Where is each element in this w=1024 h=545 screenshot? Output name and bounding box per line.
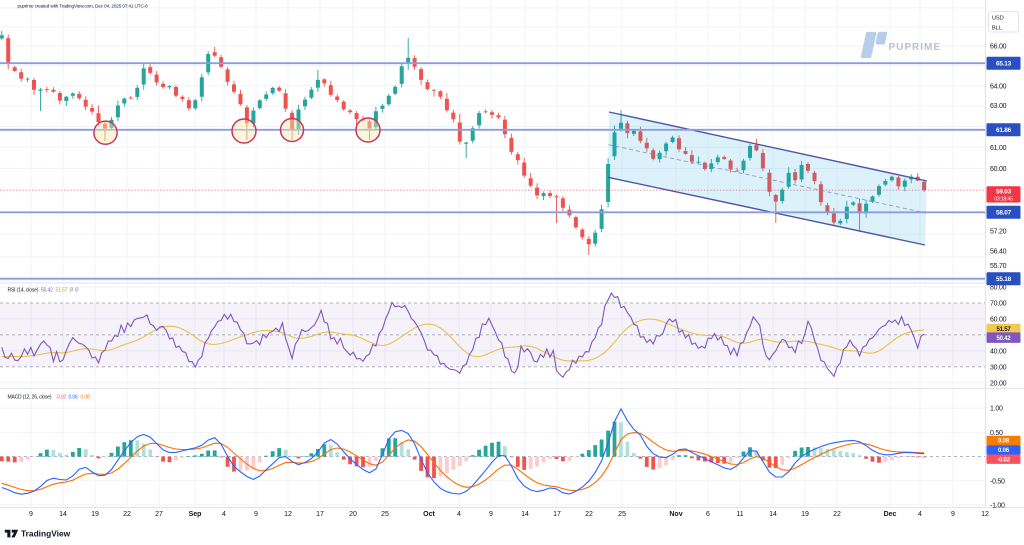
- svg-text:61.00: 61.00: [990, 145, 1007, 152]
- svg-text:56.40: 56.40: [990, 249, 1007, 256]
- svg-text:0.06: 0.06: [69, 395, 79, 401]
- svg-text:USD: USD: [992, 16, 1004, 22]
- svg-text:PUPRIME: PUPRIME: [889, 42, 942, 53]
- svg-text:66.00: 66.00: [990, 44, 1007, 51]
- svg-text:puprime created with TradingVi: puprime created with TradingView.com, De…: [18, 4, 149, 9]
- svg-text:58.07: 58.07: [996, 210, 1012, 217]
- svg-text:60.00: 60.00: [990, 166, 1007, 173]
- svg-text:4: 4: [457, 511, 461, 518]
- svg-text:22: 22: [833, 511, 841, 518]
- svg-text:03:18:45: 03:18:45: [994, 196, 1013, 202]
- svg-text:-0.02: -0.02: [997, 457, 1011, 463]
- svg-text:55.70: 55.70: [990, 263, 1007, 270]
- svg-text:Sep: Sep: [189, 511, 202, 518]
- svg-text:61.86: 61.86: [996, 127, 1012, 134]
- svg-text:25: 25: [618, 511, 626, 518]
- svg-text:MACD (12, 26, close): MACD (12, 26, close): [8, 395, 52, 401]
- svg-text:51.57: 51.57: [56, 287, 68, 293]
- svg-text:Dec: Dec: [884, 511, 897, 518]
- svg-text:12: 12: [981, 511, 989, 518]
- svg-text:20: 20: [349, 511, 357, 518]
- svg-text:4: 4: [918, 511, 922, 518]
- svg-text:60.00: 60.00: [990, 316, 1007, 323]
- svg-text:40.00: 40.00: [990, 348, 1007, 355]
- svg-text:Nov: Nov: [669, 511, 682, 518]
- svg-text:0.06: 0.06: [998, 448, 1010, 454]
- svg-text:-0.50: -0.50: [990, 478, 1005, 485]
- svg-text:Ø Ø: Ø Ø: [70, 287, 79, 293]
- svg-text:63.00: 63.00: [990, 103, 1007, 110]
- svg-text:51.57: 51.57: [996, 327, 1011, 333]
- svg-text:17: 17: [553, 511, 561, 518]
- svg-text:70.00: 70.00: [990, 301, 1007, 308]
- svg-text:25: 25: [381, 511, 389, 518]
- svg-text:14: 14: [769, 511, 777, 518]
- svg-text:0.08: 0.08: [998, 439, 1010, 445]
- svg-text:-1.00: -1.00: [990, 503, 1005, 510]
- svg-text:6: 6: [706, 511, 710, 518]
- svg-text:59.03: 59.03: [996, 188, 1012, 195]
- svg-text:Oct: Oct: [423, 511, 435, 518]
- svg-text:20.00: 20.00: [990, 380, 1007, 387]
- svg-text:57.20: 57.20: [990, 229, 1007, 236]
- svg-text:55.18: 55.18: [996, 276, 1012, 283]
- svg-text:80.00: 80.00: [990, 285, 1007, 292]
- svg-text:-0.02: -0.02: [56, 395, 67, 401]
- svg-text:9: 9: [489, 511, 493, 518]
- svg-text:9: 9: [254, 511, 258, 518]
- svg-text:17: 17: [316, 511, 324, 518]
- svg-text:22: 22: [123, 511, 131, 518]
- svg-text:19: 19: [801, 511, 809, 518]
- svg-text:65.13: 65.13: [996, 61, 1012, 68]
- svg-text:14: 14: [59, 511, 67, 518]
- svg-text:4: 4: [222, 511, 226, 518]
- svg-text:0.50: 0.50: [990, 430, 1003, 437]
- svg-text:9: 9: [951, 511, 955, 518]
- svg-text:14: 14: [521, 511, 529, 518]
- svg-text:TradingView: TradingView: [21, 529, 71, 539]
- svg-text:0.08: 0.08: [81, 395, 91, 401]
- svg-text:BLL: BLL: [992, 26, 1002, 32]
- svg-text:12: 12: [284, 511, 292, 518]
- svg-text:50.42: 50.42: [41, 287, 53, 293]
- svg-text:RSI (14, close): RSI (14, close): [8, 287, 39, 293]
- svg-text:27: 27: [155, 511, 163, 518]
- svg-text:50.42: 50.42: [996, 336, 1011, 342]
- svg-text:1.00: 1.00: [990, 406, 1003, 413]
- svg-text:19: 19: [91, 511, 99, 518]
- svg-text:9: 9: [29, 511, 33, 518]
- svg-text:22: 22: [585, 511, 593, 518]
- svg-text:11: 11: [736, 511, 743, 518]
- svg-text:30.00: 30.00: [990, 364, 1007, 371]
- svg-text:64.00: 64.00: [990, 84, 1007, 91]
